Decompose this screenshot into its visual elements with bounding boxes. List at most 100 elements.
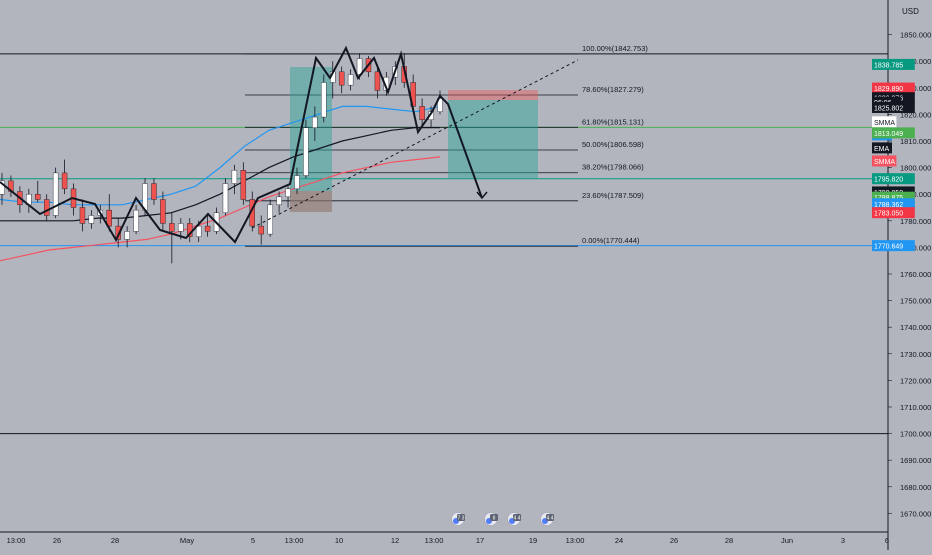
price-badge: 1770.649 — [872, 240, 915, 252]
time-tick-label: 26 — [53, 536, 61, 545]
price-badge-bg — [872, 198, 915, 210]
time-tick-label: 6 — [885, 536, 889, 545]
position-zones[interactable] — [290, 67, 538, 212]
moving-average-line-ema — [0, 127, 440, 222]
price-tick-label: 1700.000 — [900, 430, 931, 439]
price-badge-bg — [872, 82, 915, 94]
fib-level-label: 50.00%(1806.598) — [582, 140, 644, 149]
candle-body — [276, 196, 282, 206]
price-badge-label: 1825.802 — [874, 105, 903, 112]
time-tick-label: 3 — [841, 536, 845, 545]
price-badge-label: 1783.050 — [874, 211, 903, 218]
candle-body — [0, 180, 5, 195]
time-tick-label: 5 — [251, 536, 255, 545]
candle-body — [267, 204, 273, 235]
drawings[interactable] — [0, 45, 579, 244]
event-count-label: 7 3 — [458, 516, 465, 522]
price-badges: 1838.7851829.8901826.27606:061825.802SMM… — [872, 58, 915, 252]
price-badge-bg — [872, 142, 892, 154]
time-tick-label: 19 — [529, 536, 537, 545]
price-tick-label: 1790.000 — [900, 190, 931, 199]
short-stop-zone[interactable] — [448, 90, 538, 100]
price-badge-label: 1829.890 — [874, 86, 903, 93]
candle-body — [160, 199, 166, 224]
price-badge: 1788.362 — [872, 198, 915, 210]
economic-event-marker[interactable]: 4 4 — [507, 512, 522, 526]
candle-body — [347, 74, 354, 86]
price-tick-label: 1730.000 — [900, 350, 931, 359]
price-tick-label: 1800.000 — [900, 164, 931, 173]
currency-label: USD — [902, 7, 919, 16]
price-tick-label: 1750.000 — [900, 297, 931, 306]
price-badge: 1813.049 — [872, 127, 915, 139]
price-tick-label: 1770.000 — [900, 243, 931, 252]
price-tick-label: 1740.000 — [900, 323, 931, 332]
candle-body — [419, 106, 425, 120]
time-tick-label: 13:00 — [566, 536, 585, 545]
price-badge-label: SMMA — [874, 159, 895, 166]
time-tick-label: 10 — [335, 536, 343, 545]
event-markers[interactable]: 7 3 8 4 4 4 4 — [451, 512, 555, 526]
price-badge-bg — [872, 116, 897, 128]
price-tick-label: 1720.000 — [900, 376, 931, 385]
event-count-label: 4 4 — [547, 516, 554, 522]
price-badge: 1825.802 — [872, 101, 915, 113]
candle-body — [321, 82, 327, 118]
fib-level-label: 38.20%(1798.066) — [582, 163, 644, 172]
time-tick-label: May — [180, 536, 194, 545]
price-tick-label: 1850.000 — [900, 31, 931, 40]
price-tick-label: 1670.000 — [900, 509, 931, 518]
price-badge: 1795.820 — [872, 173, 915, 185]
candle-body — [79, 207, 86, 224]
candle-body — [338, 71, 345, 86]
fibonacci-retracement[interactable]: 100.00%(1842.753) 78.60%(1827.279) 61.80%(… — [245, 44, 648, 247]
candle-body — [374, 71, 381, 91]
fib-level-label: 100.00%(1842.753) — [582, 44, 648, 53]
candle-body — [312, 116, 318, 128]
event-count-badge — [513, 514, 521, 521]
candle-body — [151, 183, 157, 200]
plot-area[interactable] — [0, 0, 888, 532]
time-tick-label: 12 — [391, 536, 399, 545]
long-stop-zone[interactable] — [290, 191, 332, 212]
time-tick-label: 17 — [476, 536, 484, 545]
economic-event-marker[interactable]: 8 — [484, 512, 499, 526]
price-badge-label: EMA — [874, 146, 890, 153]
candle-body — [43, 199, 50, 216]
candle-body — [240, 170, 247, 200]
candle-body — [61, 172, 68, 190]
candle-body — [231, 170, 238, 184]
price-tick-label: 1710.000 — [900, 403, 931, 412]
price-axis[interactable]: 1850.000 1840.000 1830.000 1820.000 1810.000… — [888, 31, 931, 519]
price-badge: SMMA — [872, 155, 897, 167]
price-badge-label: 1813.049 — [874, 131, 903, 138]
candle-body — [115, 225, 121, 240]
time-tick-label: 13:00 — [425, 536, 444, 545]
price-badge-bg — [872, 58, 915, 70]
wave-pattern-line[interactable] — [0, 45, 483, 244]
candle-body — [294, 175, 300, 190]
time-tick-label: 28 — [111, 536, 119, 545]
price-badge: 1783.050 — [872, 207, 915, 219]
projection-arrowhead — [476, 191, 488, 200]
price-tick-label: 1820.000 — [900, 110, 931, 119]
price-badge-bg — [872, 240, 915, 252]
short-target-zone[interactable] — [448, 100, 538, 178]
price-badge-bg — [872, 207, 915, 219]
price-tick-label: 1830.000 — [900, 84, 931, 93]
time-tick-label: 26 — [670, 536, 678, 545]
fib-level-label: 78.60%(1827.279) — [582, 85, 644, 94]
event-count-badge — [490, 514, 498, 521]
price-tick-label: 1810.000 — [900, 137, 931, 146]
event-count-label: 8 — [493, 516, 496, 522]
price-badge: 1838.785 — [872, 58, 915, 70]
trend-channel-line[interactable] — [251, 59, 579, 229]
event-count-badge — [457, 514, 465, 521]
time-axis[interactable]: 13:00 26 28 May 5 13:00 10 12 13:00 17 19 13:00 24 26… — [7, 536, 889, 545]
economic-event-marker[interactable]: 7 3 — [451, 512, 466, 526]
price-badge-bg — [872, 101, 915, 113]
economic-event-marker[interactable]: 4 4 — [540, 512, 555, 526]
price-tick-label: 1780.000 — [900, 217, 931, 226]
